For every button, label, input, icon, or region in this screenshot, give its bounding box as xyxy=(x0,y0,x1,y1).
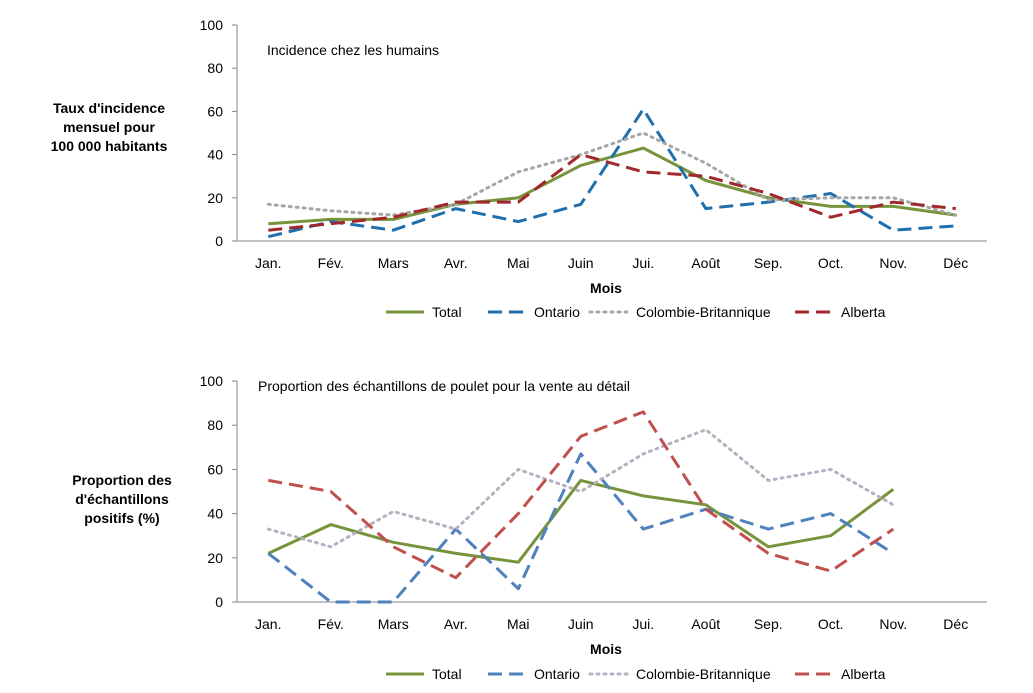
chart-1-series-line-ontario xyxy=(267,107,956,239)
chart-1-x-tick-label: Nov. xyxy=(879,255,907,271)
chart-1-x-tick-label: Mars xyxy=(378,255,409,271)
chart-2-x-tick-label: Juin xyxy=(568,616,594,632)
chart-1-legend-label: Total xyxy=(432,304,462,320)
chart-2-x-tick-label: Fév. xyxy=(318,616,344,632)
chart-2-legend-label: Ontario xyxy=(534,666,580,682)
chart-2-x-tick-label: Août xyxy=(691,616,720,632)
chart-1-x-tick-label: Jan. xyxy=(255,255,281,271)
chart-2-y-axis-label-line: positifs (%) xyxy=(84,510,159,526)
chart-1-series-line-alberta xyxy=(268,153,956,232)
chart-2-y-axis-label-line: d'échantillons xyxy=(75,491,169,507)
chart-2-legend-label: Colombie-Britannique xyxy=(636,666,771,682)
chart-1-y-axis-label-line: mensuel pour xyxy=(63,119,155,135)
chart-2-y-tick-label: 0 xyxy=(215,594,223,610)
chart-2-series-line-alberta xyxy=(268,410,895,580)
chart-2-x-tick-label: Mars xyxy=(378,616,409,632)
chart-2-x-axis-label: Mois xyxy=(590,641,622,657)
chart-1-x-tick-label: Juin xyxy=(568,255,594,271)
chart-2-x-tick-label: Jan. xyxy=(255,616,281,632)
chart-1-legend-label: Ontario xyxy=(534,304,580,320)
chart-2-x-tick-label: Sep. xyxy=(754,616,783,632)
chart-1-x-tick-label: Oct. xyxy=(818,255,844,271)
chart-1-y-tick-label: 40 xyxy=(207,147,223,163)
chart-1-x-tick-label: Fév. xyxy=(318,255,344,271)
chart-2-y-tick-label: 20 xyxy=(207,550,223,566)
chart-2-y-axis-label-line: Proportion des xyxy=(72,472,172,488)
chart-2-legend-label: Total xyxy=(432,666,462,682)
chart-2-x-tick-label: Mai xyxy=(507,616,530,632)
chart-1-y-tick-label: 60 xyxy=(207,103,223,119)
chart-1-x-tick-label: Avr. xyxy=(444,255,468,271)
chart-1-y-tick-label: 20 xyxy=(207,190,223,206)
chart-1-y-axis-label-line: 100 000 habitants xyxy=(51,138,168,154)
chart-2-x-tick-label: Nov. xyxy=(879,616,907,632)
chart-1-legend-label: Alberta xyxy=(841,304,886,320)
chart-2-x-tick-label: Oct. xyxy=(818,616,844,632)
chart-1-y-tick-label: 80 xyxy=(207,60,223,76)
chart-2-y-tick-label: 40 xyxy=(207,506,223,522)
chart-1-y-axis-label-line: Taux d'incidence xyxy=(53,100,165,116)
chart-1-y-tick-label: 0 xyxy=(215,233,223,249)
chart-2-x-tick-label: Jui. xyxy=(632,616,654,632)
chart-1-x-tick-label: Jui. xyxy=(632,255,654,271)
chart-2-x-tick-label: Déc xyxy=(943,616,968,632)
chart-2-y-tick-label: 60 xyxy=(207,461,223,477)
chart-1-title: Incidence chez les humains xyxy=(267,42,439,58)
chart-2-series-line-ontario xyxy=(267,452,895,604)
chart-1-series-line-colombie-britannique xyxy=(266,131,958,217)
chart-2-title: Proportion des échantillons de poulet po… xyxy=(258,378,630,394)
chart-2-legend-label: Alberta xyxy=(841,666,886,682)
chart-1-y-tick-label: 100 xyxy=(200,17,224,33)
chart-1-x-tick-label: Sep. xyxy=(754,255,783,271)
chart-1-legend-label: Colombie-Britannique xyxy=(636,304,771,320)
chart-1-x-tick-label: Déc xyxy=(943,255,968,271)
chart-2-series-line-total xyxy=(267,478,895,564)
chart-2-x-tick-label: Avr. xyxy=(444,616,468,632)
chart-1-x-axis-label: Mois xyxy=(590,280,622,296)
chart-2-series-line-colombie-britannique xyxy=(266,428,895,549)
chart-2-y-tick-label: 100 xyxy=(200,373,224,389)
chart-2-y-tick-label: 80 xyxy=(207,417,223,433)
chart-1-x-tick-label: Août xyxy=(691,255,720,271)
chart-1-x-tick-label: Mai xyxy=(507,255,530,271)
